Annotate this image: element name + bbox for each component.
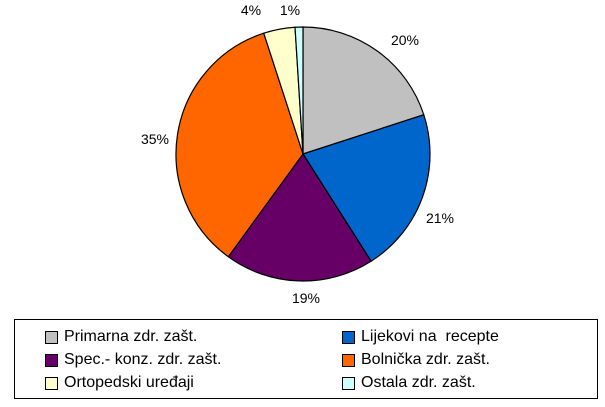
pie-slice-1	[302, 113, 431, 263]
legend-swatch-ortopedski	[45, 376, 58, 390]
legend: Primarna zdr. zašt. Lijekovi na recepte …	[14, 319, 598, 399]
legend-label-ortopedski: Ortopedski uređaji	[64, 374, 194, 391]
pie-percent-label-3: 35%	[141, 131, 169, 147]
pie-chart: 20% 21% 19% 35% 4% 1%	[141, 2, 454, 306]
pie-slice-0	[302, 26, 425, 155]
pie-percent-label-4: 4%	[241, 2, 261, 18]
pie-percent-label-2: 19%	[292, 290, 320, 306]
legend-item-primarna: Primarna zdr. zašt.	[45, 328, 197, 346]
pie-slice-5	[294, 26, 304, 155]
legend-label-lijekovi: Lijekovi na recepte	[361, 328, 499, 345]
legend-item-ostala: Ostala zdr. zašt.	[342, 374, 476, 392]
legend-swatch-bolnicka	[342, 353, 355, 367]
legend-swatch-ostala	[342, 376, 355, 390]
legend-swatch-primarna	[45, 330, 58, 344]
legend-swatch-spec	[45, 353, 58, 367]
pie-slice-3	[175, 32, 304, 258]
pie-percent-label-5: 1%	[280, 2, 300, 18]
legend-item-ortopedski: Ortopedski uređaji	[45, 374, 194, 392]
legend-item-spec: Spec.- konz. zdr. zašt.	[45, 351, 221, 369]
legend-item-bolnicka: Bolnička zdr. zašt.	[342, 351, 490, 369]
legend-label-primarna: Primarna zdr. zašt.	[64, 328, 198, 345]
legend-label-bolnicka: Bolnička zdr. zašt.	[361, 351, 490, 368]
legend-label-ostala: Ostala zdr. zašt.	[361, 374, 476, 391]
pie-percent-label-0: 20%	[391, 32, 419, 48]
pie-slice-2	[227, 152, 372, 282]
legend-item-lijekovi: Lijekovi na recepte	[342, 328, 499, 346]
legend-label-spec: Spec.- konz. zdr. zašt.	[64, 351, 222, 368]
pie-percent-label-1: 21%	[426, 210, 454, 226]
legend-swatch-lijekovi	[342, 330, 355, 344]
